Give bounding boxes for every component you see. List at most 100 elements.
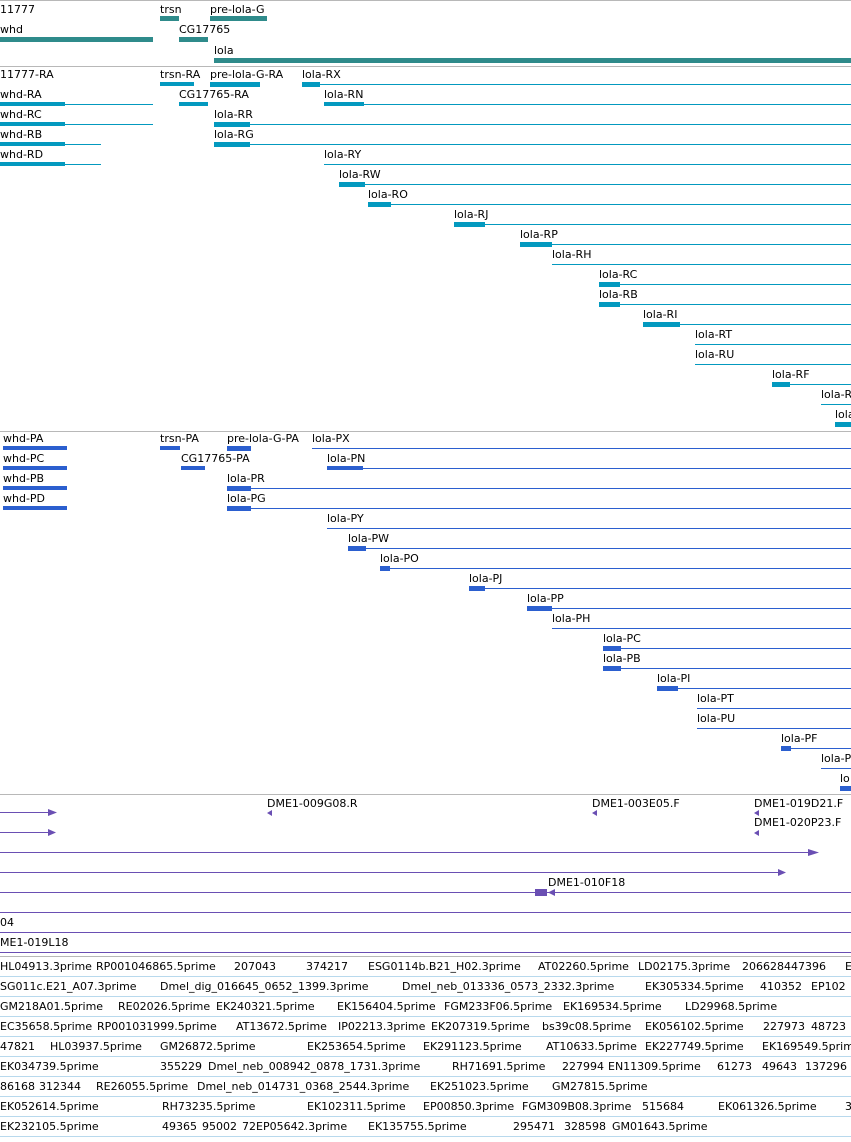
protein-line[interactable] <box>390 568 851 569</box>
cdna-feature[interactable] <box>535 889 547 896</box>
transcript-line[interactable] <box>65 164 101 165</box>
transcript-line[interactable] <box>485 224 851 225</box>
transcript-line[interactable] <box>695 344 851 345</box>
protein-line[interactable] <box>791 748 851 749</box>
cdna-line[interactable] <box>0 812 50 813</box>
gene-feature[interactable] <box>160 16 179 21</box>
est-line[interactable] <box>0 1016 851 1017</box>
gene-feature[interactable] <box>0 37 153 42</box>
est-line[interactable] <box>0 976 851 977</box>
protein-line[interactable] <box>312 448 851 449</box>
transcript-line[interactable] <box>821 404 851 405</box>
protein-feature[interactable] <box>3 506 67 510</box>
protein-line[interactable] <box>697 728 851 729</box>
protein-line[interactable] <box>678 688 851 689</box>
transcript-line[interactable] <box>0 104 153 105</box>
protein-feature[interactable] <box>227 506 251 511</box>
protein-feature[interactable] <box>781 746 791 751</box>
cdna-line[interactable] <box>0 832 50 833</box>
protein-feature[interactable] <box>603 666 621 671</box>
protein-feature[interactable] <box>3 466 67 470</box>
transcript-feature[interactable] <box>772 382 790 387</box>
protein-feature[interactable] <box>348 546 366 551</box>
transcript-feature[interactable] <box>324 102 364 106</box>
protein-feature[interactable] <box>3 446 67 450</box>
transcript-line[interactable] <box>65 124 153 125</box>
protein-line[interactable] <box>621 648 851 649</box>
transcript-line[interactable] <box>620 304 851 305</box>
transcript-feature[interactable] <box>214 142 250 147</box>
est-line[interactable] <box>0 1096 851 1097</box>
transcript-line[interactable] <box>365 184 851 185</box>
transcript-line[interactable] <box>695 364 851 365</box>
est-line[interactable] <box>0 996 851 997</box>
protein-feature[interactable] <box>227 486 251 491</box>
protein-feature[interactable] <box>840 786 851 791</box>
transcript-feature[interactable] <box>0 162 65 166</box>
est-line[interactable] <box>0 1116 851 1117</box>
est-line[interactable] <box>0 1076 851 1077</box>
transcript-line[interactable] <box>391 204 851 205</box>
cdna-feature[interactable] <box>754 830 759 836</box>
transcript-feature[interactable] <box>643 322 680 327</box>
gene-feature[interactable] <box>210 16 267 21</box>
protein-feature[interactable] <box>160 446 180 450</box>
transcript-feature[interactable] <box>0 142 65 146</box>
cdna-feature[interactable] <box>592 810 597 816</box>
transcript-feature[interactable] <box>835 422 851 427</box>
cdna-feature[interactable] <box>267 810 272 816</box>
transcript-feature[interactable] <box>179 102 208 106</box>
est-line[interactable] <box>0 1056 851 1057</box>
protein-line[interactable] <box>251 488 851 489</box>
protein-line[interactable] <box>697 708 851 709</box>
transcript-line[interactable] <box>320 84 851 85</box>
cdna-line[interactable] <box>0 932 851 933</box>
protein-line[interactable] <box>552 628 851 629</box>
transcript-feature[interactable] <box>0 122 65 126</box>
protein-feature[interactable] <box>469 586 485 591</box>
protein-feature[interactable] <box>380 566 390 571</box>
transcript-feature[interactable] <box>210 82 260 87</box>
cdna-line[interactable] <box>0 872 780 873</box>
transcript-line[interactable] <box>65 144 101 145</box>
transcript-feature[interactable] <box>0 102 65 106</box>
gene-feature[interactable] <box>214 58 851 63</box>
est-line[interactable] <box>0 1136 851 1137</box>
protein-feature[interactable] <box>603 646 621 651</box>
cdna-line[interactable] <box>0 952 851 953</box>
est-line[interactable] <box>0 1036 851 1037</box>
cdna-line[interactable] <box>0 912 851 913</box>
protein-line[interactable] <box>485 588 851 589</box>
transcript-feature[interactable] <box>214 122 250 127</box>
transcript-line[interactable] <box>324 164 851 165</box>
transcript-line[interactable] <box>364 104 851 105</box>
protein-line[interactable] <box>821 768 851 769</box>
transcript-feature[interactable] <box>454 222 485 227</box>
protein-line[interactable] <box>552 608 851 609</box>
transcript-feature[interactable] <box>339 182 365 187</box>
transcript-line[interactable] <box>250 124 851 125</box>
transcript-feature[interactable] <box>160 82 194 86</box>
transcript-feature[interactable] <box>520 242 552 247</box>
protein-feature[interactable] <box>227 446 251 451</box>
transcript-line[interactable] <box>552 264 851 265</box>
transcript-feature[interactable] <box>599 282 620 287</box>
transcript-line[interactable] <box>250 144 851 145</box>
transcript-feature[interactable] <box>368 202 391 207</box>
protein-line[interactable] <box>327 528 851 529</box>
transcript-feature[interactable] <box>599 302 620 307</box>
cdna-line[interactable] <box>0 852 812 853</box>
protein-line[interactable] <box>366 548 851 549</box>
protein-feature[interactable] <box>181 466 205 470</box>
transcript-line[interactable] <box>620 284 851 285</box>
protein-feature[interactable] <box>527 606 552 611</box>
protein-feature[interactable] <box>3 486 67 490</box>
transcript-line[interactable] <box>790 384 851 385</box>
protein-line[interactable] <box>363 468 851 469</box>
protein-feature[interactable] <box>327 466 363 470</box>
protein-feature[interactable] <box>657 686 678 691</box>
gene-feature[interactable] <box>179 37 208 42</box>
cdna-feature[interactable] <box>754 810 759 816</box>
transcript-line[interactable] <box>552 244 851 245</box>
cdna-line[interactable] <box>0 892 851 893</box>
